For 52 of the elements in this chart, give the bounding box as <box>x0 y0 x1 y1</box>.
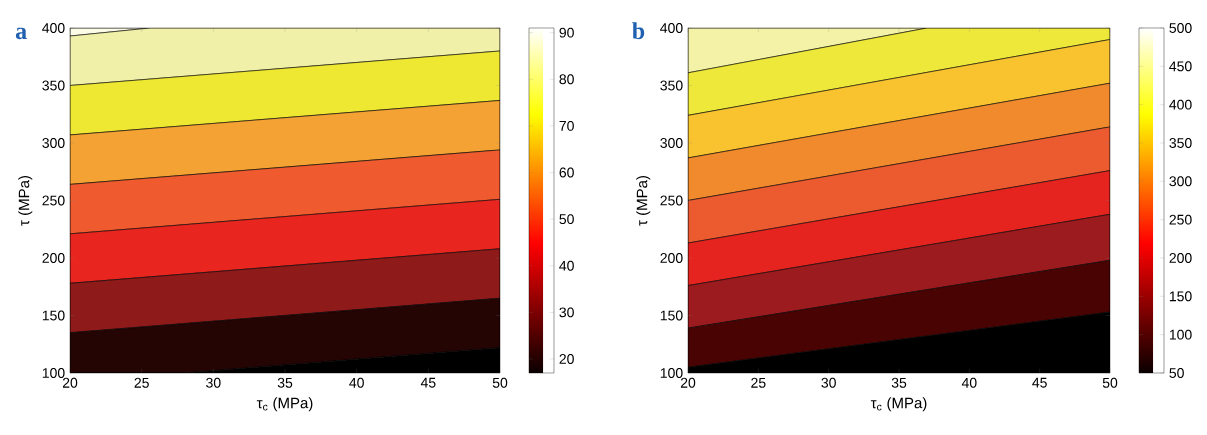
color-bar-label: 400 <box>1169 99 1192 110</box>
color-bar-label: 150 <box>1169 291 1192 302</box>
x-axis-title: τ$_{c}$ (MPa) <box>870 397 927 412</box>
color-bar-label: 30 <box>559 307 574 318</box>
y-tick-label: 300 <box>42 138 65 148</box>
color-bar-label: 80 <box>559 74 574 85</box>
color-bar-label: 500 <box>1169 23 1192 33</box>
color-bar-label: 450 <box>1169 61 1192 72</box>
x-tick-label: 20 <box>62 377 78 388</box>
y-tick-label: 400 <box>42 23 65 33</box>
color-bar-label: 60 <box>559 167 574 178</box>
color-bar-label: 90 <box>559 27 574 38</box>
y-tick-label: 250 <box>660 195 683 206</box>
chart-title: a <box>15 27 27 40</box>
x-tick-label: 30 <box>206 377 221 388</box>
x-tick-label: 25 <box>751 377 766 388</box>
x-tick-label: 50 <box>1102 377 1118 388</box>
y-tick-label: 400 <box>660 23 683 33</box>
x-tick-label: 35 <box>277 377 293 388</box>
x-axis-title: τ$_{c}$ (MPa) <box>256 397 313 412</box>
y-tick-label: 100 <box>42 368 65 378</box>
color-bar-label: 50 <box>1169 368 1184 378</box>
color-bar-label: 300 <box>1169 176 1192 187</box>
x-tick-label: 30 <box>821 377 836 388</box>
x-tick-label: 50 <box>492 377 508 388</box>
chart-title: b <box>632 22 645 40</box>
x-tick-label: 35 <box>891 377 907 388</box>
y-axis-title: τ (MPa) <box>636 175 651 226</box>
x-tick-label: 40 <box>961 377 977 388</box>
x-tick-label: 45 <box>420 377 436 388</box>
color-bar-label: 40 <box>559 260 574 271</box>
color-bar-label: 20 <box>559 354 574 364</box>
y-tick-label: 200 <box>660 253 683 263</box>
y-tick-label: 150 <box>660 310 683 321</box>
color-bar-label: 350 <box>1169 138 1192 148</box>
y-tick-label: 100 <box>660 368 683 378</box>
color-bar-label: 100 <box>1169 329 1192 340</box>
y-axis-title: τ (MPa) <box>18 175 33 226</box>
x-tick-label: 25 <box>134 377 149 388</box>
x-tick-label: 20 <box>680 377 696 388</box>
y-tick-label: 350 <box>42 80 65 91</box>
x-tick-label: 45 <box>1032 377 1047 388</box>
color-bar-label: 50 <box>559 214 574 225</box>
y-tick-label: 150 <box>42 310 65 321</box>
color-bar-label: 70 <box>559 120 574 131</box>
y-tick-label: 250 <box>42 195 65 206</box>
color-bar-label: 250 <box>1169 214 1192 225</box>
color-bar-label: 200 <box>1169 253 1192 263</box>
y-tick-label: 200 <box>42 253 65 263</box>
y-tick-label: 300 <box>660 138 683 148</box>
y-tick-label: 350 <box>660 80 683 91</box>
x-tick-label: 40 <box>349 377 364 388</box>
